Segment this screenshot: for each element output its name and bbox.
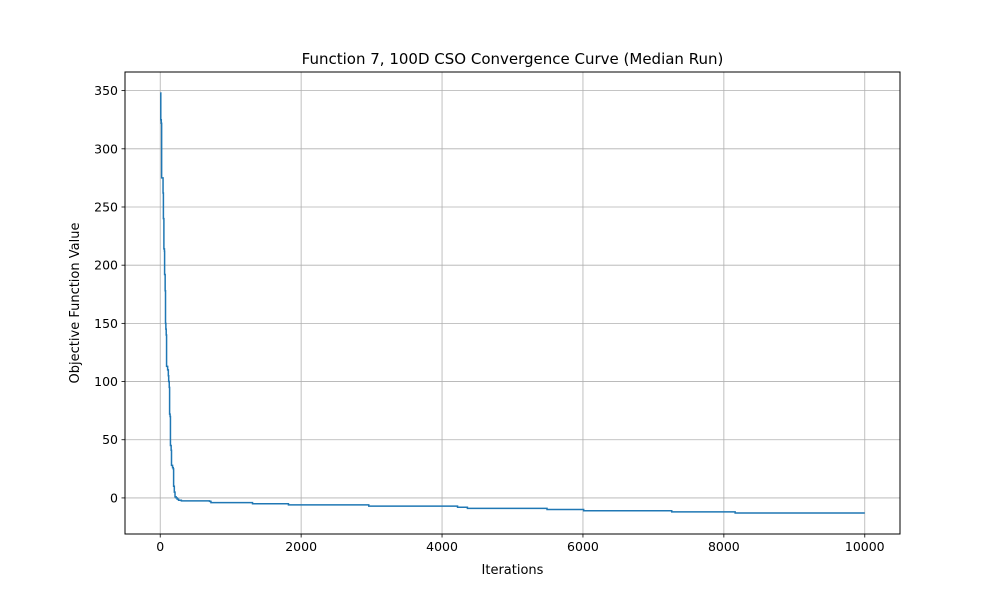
chart-title: Function 7, 100D CSO Convergence Curve (… (302, 50, 724, 68)
x-tick-label: 0 (156, 539, 164, 554)
y-axis-label: Objective Function Value (68, 223, 83, 384)
y-tick-label: 200 (94, 258, 118, 273)
grid-lines (125, 72, 900, 534)
x-axis-label: Iterations (482, 563, 544, 578)
y-tick-label: 150 (94, 316, 118, 331)
convergence-line (160, 92, 865, 514)
y-tick-label: 300 (94, 141, 118, 156)
y-axis-ticks: 0 50 100 150 200 250 300 350 (94, 83, 125, 505)
y-tick-label: 250 (94, 199, 118, 214)
y-tick-label: 100 (94, 374, 118, 389)
x-tick-label: 8000 (708, 539, 740, 554)
x-tick-label: 10000 (845, 539, 885, 554)
series-group (160, 92, 865, 514)
y-tick-label: 50 (102, 432, 118, 447)
x-tick-label: 4000 (426, 539, 458, 554)
y-tick-label: 0 (110, 490, 118, 505)
plot-area (125, 72, 900, 534)
x-axis-ticks: 0 2000 4000 6000 8000 10000 (156, 534, 885, 554)
y-tick-label: 350 (94, 83, 118, 98)
plot-frame (124, 71, 901, 535)
x-tick-label: 6000 (567, 539, 599, 554)
x-tick-label: 2000 (285, 539, 317, 554)
